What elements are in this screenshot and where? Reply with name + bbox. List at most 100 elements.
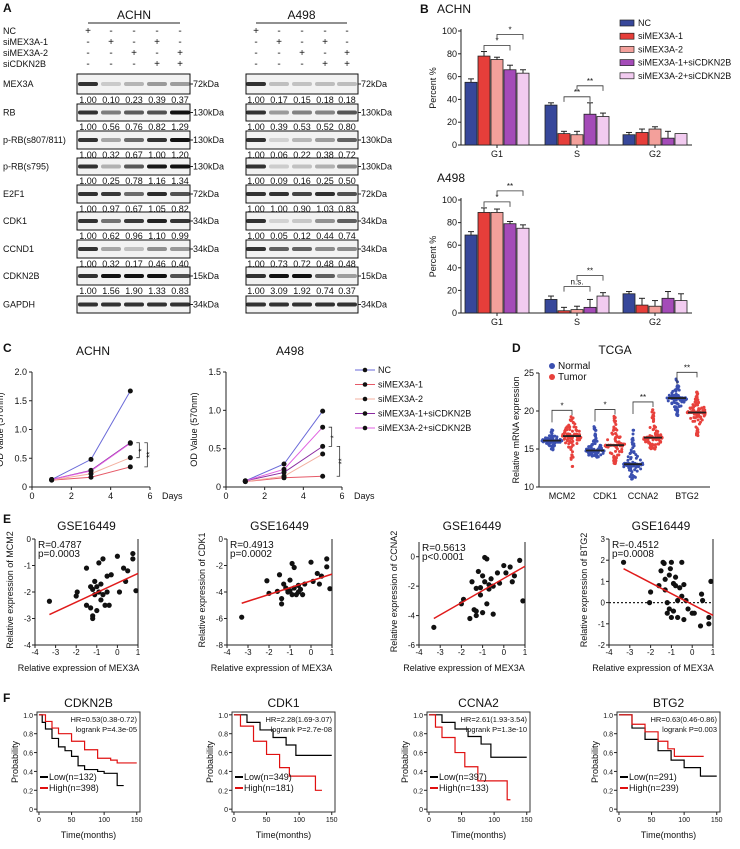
dot-Tumor-BTG2 — [702, 406, 706, 410]
band-quantification: 1.00 — [247, 286, 265, 296]
km-curve-low — [428, 714, 527, 758]
km-curve-low — [38, 714, 124, 787]
y-tick-label: 10 — [524, 482, 534, 492]
dot-Tumor-BTG2 — [692, 412, 696, 416]
x-tick-label: 2 — [262, 491, 267, 501]
band-quantification: 1.00 — [79, 122, 97, 132]
protein-band — [315, 302, 335, 307]
protein-band — [337, 219, 357, 223]
dot-Tumor-MCM2 — [567, 445, 571, 449]
dot-Normal-CCNA2 — [634, 453, 638, 457]
condition-sign: - — [345, 26, 348, 37]
band-quantification: 1.33 — [148, 286, 166, 296]
kda-label: 15kDa — [193, 271, 219, 281]
band-quantification: 0.78 — [125, 176, 143, 186]
y-tick-label: 0.8 — [23, 732, 33, 739]
dot-Normal-BTG2 — [679, 404, 683, 408]
legend-label: siMEX3A-2 — [378, 394, 423, 404]
dot-Normal-CCNA2 — [626, 455, 630, 459]
bar-siMEX3A-2+siCDKN2B-G2 — [674, 300, 688, 314]
dot-Normal-MCM2 — [550, 431, 554, 435]
correlation-p: p<0.0001 — [422, 552, 464, 563]
y-tick-label: 0.2 — [218, 788, 228, 795]
x-tick-label: G1 — [491, 149, 503, 159]
scatter-point — [672, 583, 679, 589]
dot-Normal-CDK1 — [592, 427, 596, 431]
dot-Tumor-BTG2 — [696, 418, 700, 422]
band-quantification: 1.00 — [247, 122, 265, 132]
condition-sign: + — [154, 59, 160, 70]
dot-Normal-CDK1 — [587, 452, 591, 456]
dot-Normal-CCNA2 — [632, 474, 636, 478]
bar-siMEX3A-1+siCDKN2B-G2 — [661, 297, 675, 314]
y-tick-label: 0 — [411, 553, 416, 562]
data-point — [88, 468, 94, 474]
x-tick-label: 0 — [309, 648, 314, 657]
scatter-point — [289, 560, 295, 567]
bar-siMEX3A-2+siCDKN2B-G1 — [516, 72, 530, 146]
scatter-point — [681, 581, 687, 588]
scatter-point — [289, 592, 295, 598]
band-quantification: 1.00 — [247, 259, 265, 269]
band-quantification: 0.15 — [293, 95, 311, 105]
condition-sign: - — [132, 26, 135, 37]
band-quantification: 0.80 — [338, 122, 356, 132]
protein-band — [101, 164, 121, 169]
chart-title: CCNA2 — [458, 696, 499, 710]
kda-label: 72kDa — [193, 79, 219, 89]
x-tick-label: -2 — [265, 648, 273, 657]
condition-sign: - — [109, 48, 112, 59]
y-tick-label: 1.0 — [208, 405, 221, 415]
protein-band — [147, 302, 167, 307]
protein-band — [78, 164, 98, 169]
significance-label: ** — [587, 267, 593, 276]
dot-Normal-CCNA2 — [630, 477, 634, 481]
chart-title: GSE16449 — [57, 519, 116, 533]
band-quantification: 1.20 — [171, 150, 189, 160]
legend-label: siMEX3A-2+siCDKN2B — [378, 423, 471, 433]
y-tick-label: 2.0 — [14, 367, 27, 377]
y-tick-label: -4 — [216, 588, 224, 597]
protein-band — [315, 110, 335, 115]
protein-band — [147, 247, 167, 251]
band-quantification: 0.83 — [338, 204, 356, 214]
dot-Tumor-MCM2 — [565, 425, 569, 429]
protein-band — [292, 247, 312, 251]
kda-label: 34kDa — [361, 244, 387, 254]
dot-Normal-CDK1 — [593, 442, 597, 446]
dot-Normal-CDK1 — [590, 454, 594, 458]
plot-frame — [231, 711, 336, 813]
dot-Normal-BTG2 — [673, 401, 677, 405]
dot-Normal-BTG2 — [676, 394, 680, 398]
band-quantification: 0.23 — [125, 95, 143, 105]
y-tick-label: 1.0 — [23, 713, 33, 720]
dot-Tumor-BTG2 — [696, 409, 700, 413]
y-tick-label: 0 — [219, 535, 224, 544]
data-point — [281, 473, 287, 479]
dot-Normal-MCM2 — [553, 444, 557, 448]
dot-Tumor-CDK1 — [612, 419, 616, 423]
condition-sign: - — [86, 37, 89, 48]
legend-marker — [362, 411, 368, 416]
protein-band — [101, 82, 121, 86]
significance-label: * — [137, 449, 146, 452]
protein-band — [337, 164, 357, 169]
cell-line-label: A498 — [287, 8, 315, 22]
band-quantification: 0.76 — [125, 122, 143, 132]
dot-Tumor-MCM2 — [570, 436, 574, 440]
dot-Normal-CCNA2 — [638, 458, 642, 462]
scatter-point — [691, 610, 697, 616]
y-tick-label: 0.5 — [208, 444, 221, 454]
scatter-point — [287, 577, 293, 583]
scatter-point — [300, 592, 306, 598]
band-quantification: 0.37 — [171, 95, 189, 105]
protein-band — [78, 82, 98, 86]
protein-band — [269, 164, 289, 169]
y-axis-label: Probability — [590, 740, 600, 783]
y-tick-label: 0.2 — [23, 788, 33, 795]
dot-Tumor-CCNA2 — [652, 411, 656, 415]
dot-Tumor-MCM2 — [569, 419, 573, 423]
band-quantification: 0.74 — [316, 286, 334, 296]
legend-label-high: High(n=133) — [439, 783, 489, 793]
x-tick-label: 0 — [115, 648, 120, 657]
